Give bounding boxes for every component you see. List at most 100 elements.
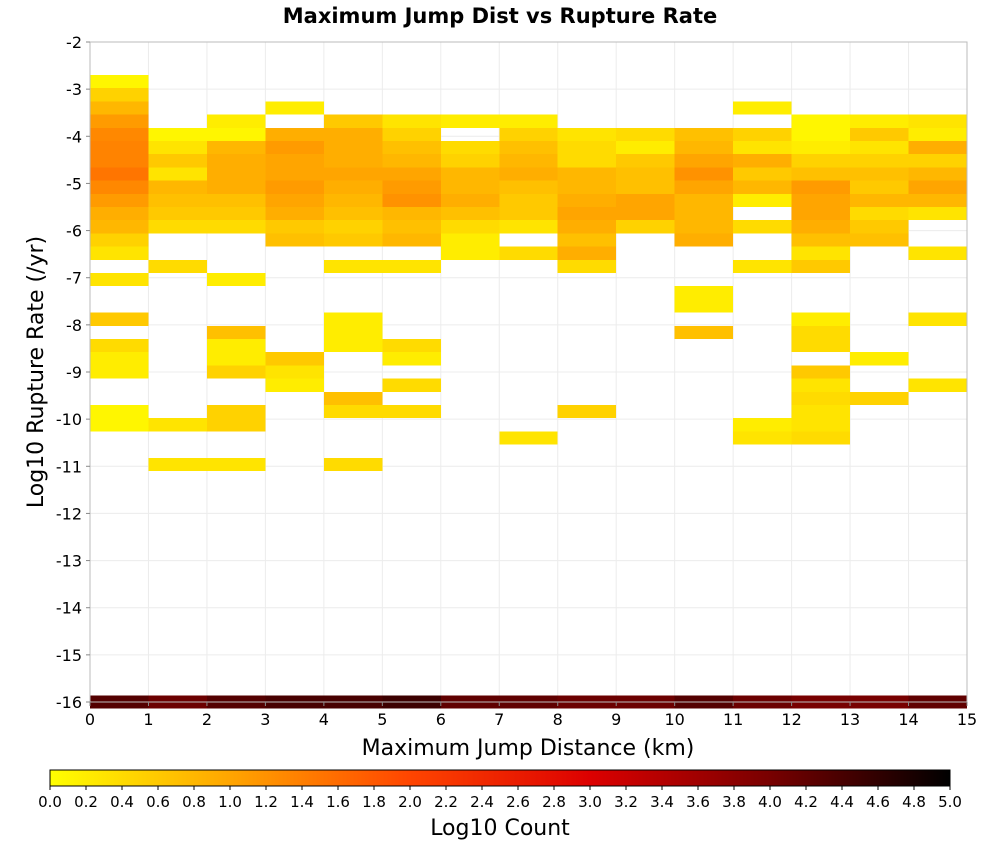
heatmap-cell	[323, 114, 383, 128]
heatmap-cell	[791, 246, 851, 260]
x-tick-label: 5	[377, 710, 387, 729]
heatmap-cell	[323, 220, 383, 234]
heatmap-cell	[323, 233, 383, 247]
heatmap-cell	[908, 246, 967, 260]
heatmap-cell	[206, 127, 266, 141]
heatmap-cell	[265, 207, 324, 221]
heatmap-cell	[382, 233, 441, 247]
heatmap-cell	[557, 127, 617, 141]
x-tick-label: 8	[553, 710, 563, 729]
heatmap-cell	[265, 154, 324, 168]
heatmap-cell	[557, 405, 617, 419]
heatmap-cell	[90, 193, 149, 207]
heatmap-cell	[206, 365, 266, 379]
heatmap-cell	[791, 365, 851, 379]
heatmap-cell	[382, 378, 441, 392]
heatmap-cell	[850, 233, 909, 247]
heatmap-cell	[733, 127, 792, 141]
heatmap-cell	[382, 352, 441, 366]
heatmap-cell	[557, 167, 617, 181]
x-axis-ticks: 0 1 2 3 4 5 6 7 8 9 10 11 12 13 14 15	[85, 702, 977, 729]
colorbar-tick-label: 1.8	[362, 793, 386, 811]
colorbar-tick-label: 0.8	[182, 793, 206, 811]
colorbar-tick-label: 3.2	[614, 793, 638, 811]
heatmap-cell	[323, 312, 383, 326]
heatmap-cell	[850, 352, 909, 366]
y-axis-label: Log10 Rupture Rate (/yr)	[24, 236, 49, 508]
heatmap-cell	[206, 418, 266, 432]
heatmap-cell	[733, 418, 792, 432]
heatmap-cell	[323, 325, 383, 339]
heatmap-cell	[791, 233, 851, 247]
y-tick-label: -2	[66, 33, 82, 52]
heatmap-cell	[733, 259, 792, 273]
heatmap-cell	[382, 154, 441, 168]
x-tick-label: 4	[319, 710, 329, 729]
heatmap-cell	[499, 167, 558, 181]
heatmap-cell	[148, 418, 207, 432]
heatmap-cell	[323, 259, 383, 273]
colorbar-tick-label: 4.0	[758, 793, 782, 811]
heatmap-cell	[674, 127, 734, 141]
x-tick-label: 12	[781, 710, 801, 729]
y-tick-label: -13	[56, 552, 82, 571]
heatmap-cell	[850, 167, 909, 181]
heatmap-cell	[440, 193, 500, 207]
heatmap-cell	[323, 457, 383, 471]
heatmap-cell	[206, 352, 266, 366]
heatmap-cell	[206, 154, 266, 168]
colorbar-tick-label: 3.0	[578, 793, 602, 811]
heatmap-cell	[382, 127, 441, 141]
colorbar-tick-label: 4.2	[794, 793, 818, 811]
heatmap-cell	[908, 207, 967, 221]
colorbar-tick-label: 1.4	[290, 793, 314, 811]
heatmap-cell	[733, 180, 792, 194]
colorbar-tick-label: 4.6	[866, 793, 890, 811]
heatmap-cell	[265, 193, 324, 207]
y-tick-label: -15	[56, 646, 82, 665]
heatmap-cell	[791, 312, 851, 326]
heatmap-cell	[557, 193, 617, 207]
heatmap-cells	[90, 75, 967, 709]
heatmap-cell	[499, 246, 558, 260]
heatmap-cell	[90, 220, 149, 234]
y-tick-label: -7	[66, 269, 82, 288]
y-tick-label: -14	[56, 599, 82, 618]
y-tick-label: -10	[56, 410, 82, 429]
colorbar-tick-label: 2.8	[542, 793, 566, 811]
heatmap-cell	[265, 141, 324, 155]
colorbar-tick-label: 2.2	[434, 793, 458, 811]
heatmap-cell	[90, 114, 149, 128]
colorbar-tick-label: 1.2	[254, 793, 278, 811]
y-tick-label: -4	[66, 127, 82, 146]
heatmap-cell	[499, 220, 558, 234]
heatmap-cell	[206, 114, 266, 128]
heatmap-cell	[908, 127, 967, 141]
heatmap-cell	[791, 141, 851, 155]
y-tick-label: -11	[56, 457, 82, 476]
heatmap-cell	[265, 101, 324, 115]
heatmap-cell	[90, 207, 149, 221]
y-tick-label: -9	[66, 363, 82, 382]
heatmap-cell	[90, 75, 149, 89]
heatmap-cell	[323, 207, 383, 221]
colorbar-tick-label: 2.4	[470, 793, 494, 811]
heatmap-cell	[791, 220, 851, 234]
heatmap-cell	[323, 154, 383, 168]
heatmap-cell	[616, 193, 675, 207]
heatmap-cell	[733, 154, 792, 168]
heatmap-cell	[206, 325, 266, 339]
heatmap-cell	[908, 180, 967, 194]
x-tick-label: 13	[840, 710, 860, 729]
heatmap-cell	[908, 114, 967, 128]
heatmap-cell	[323, 339, 383, 353]
heatmap-cell	[557, 259, 617, 273]
colorbar-ticks: 0.0 0.2 0.4 0.6 0.8 1.0 1.2 1.4 1.6 1.8 2.0 2.2 2.4 2…	[38, 786, 962, 811]
heatmap-cell	[791, 405, 851, 419]
y-tick-label: -12	[56, 504, 82, 523]
heatmap-cell	[265, 127, 324, 141]
heatmap-cell	[674, 220, 734, 234]
x-tick-label: 11	[723, 710, 743, 729]
heatmap-cell	[206, 405, 266, 419]
